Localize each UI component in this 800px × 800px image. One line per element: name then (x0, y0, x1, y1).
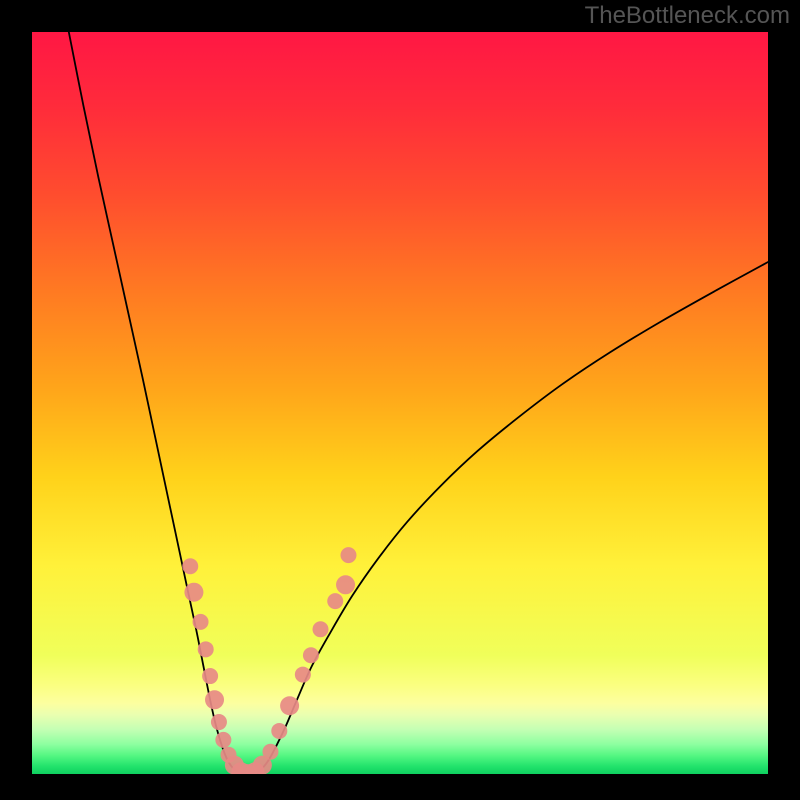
curve-marker (215, 732, 231, 748)
curve-marker (295, 667, 311, 683)
curve-marker (198, 641, 214, 657)
curve-marker (193, 614, 209, 630)
curve-marker (262, 744, 278, 760)
curve-marker (205, 690, 224, 709)
curve-marker (303, 647, 319, 663)
curve-marker (280, 696, 299, 715)
curve-marker (271, 723, 287, 739)
curve-marker (184, 583, 203, 602)
curve-marker (313, 621, 329, 637)
curve-marker (211, 714, 227, 730)
plot-area (32, 32, 768, 774)
gradient-background (32, 32, 768, 774)
curve-marker (336, 575, 355, 594)
curve-marker (327, 593, 343, 609)
curve-marker (202, 668, 218, 684)
watermark-text: TheBottleneck.com (585, 2, 790, 30)
chart-frame: TheBottleneck.com (0, 0, 800, 800)
curve-marker (182, 558, 198, 574)
chart-svg (32, 32, 768, 774)
curve-marker (340, 547, 356, 563)
